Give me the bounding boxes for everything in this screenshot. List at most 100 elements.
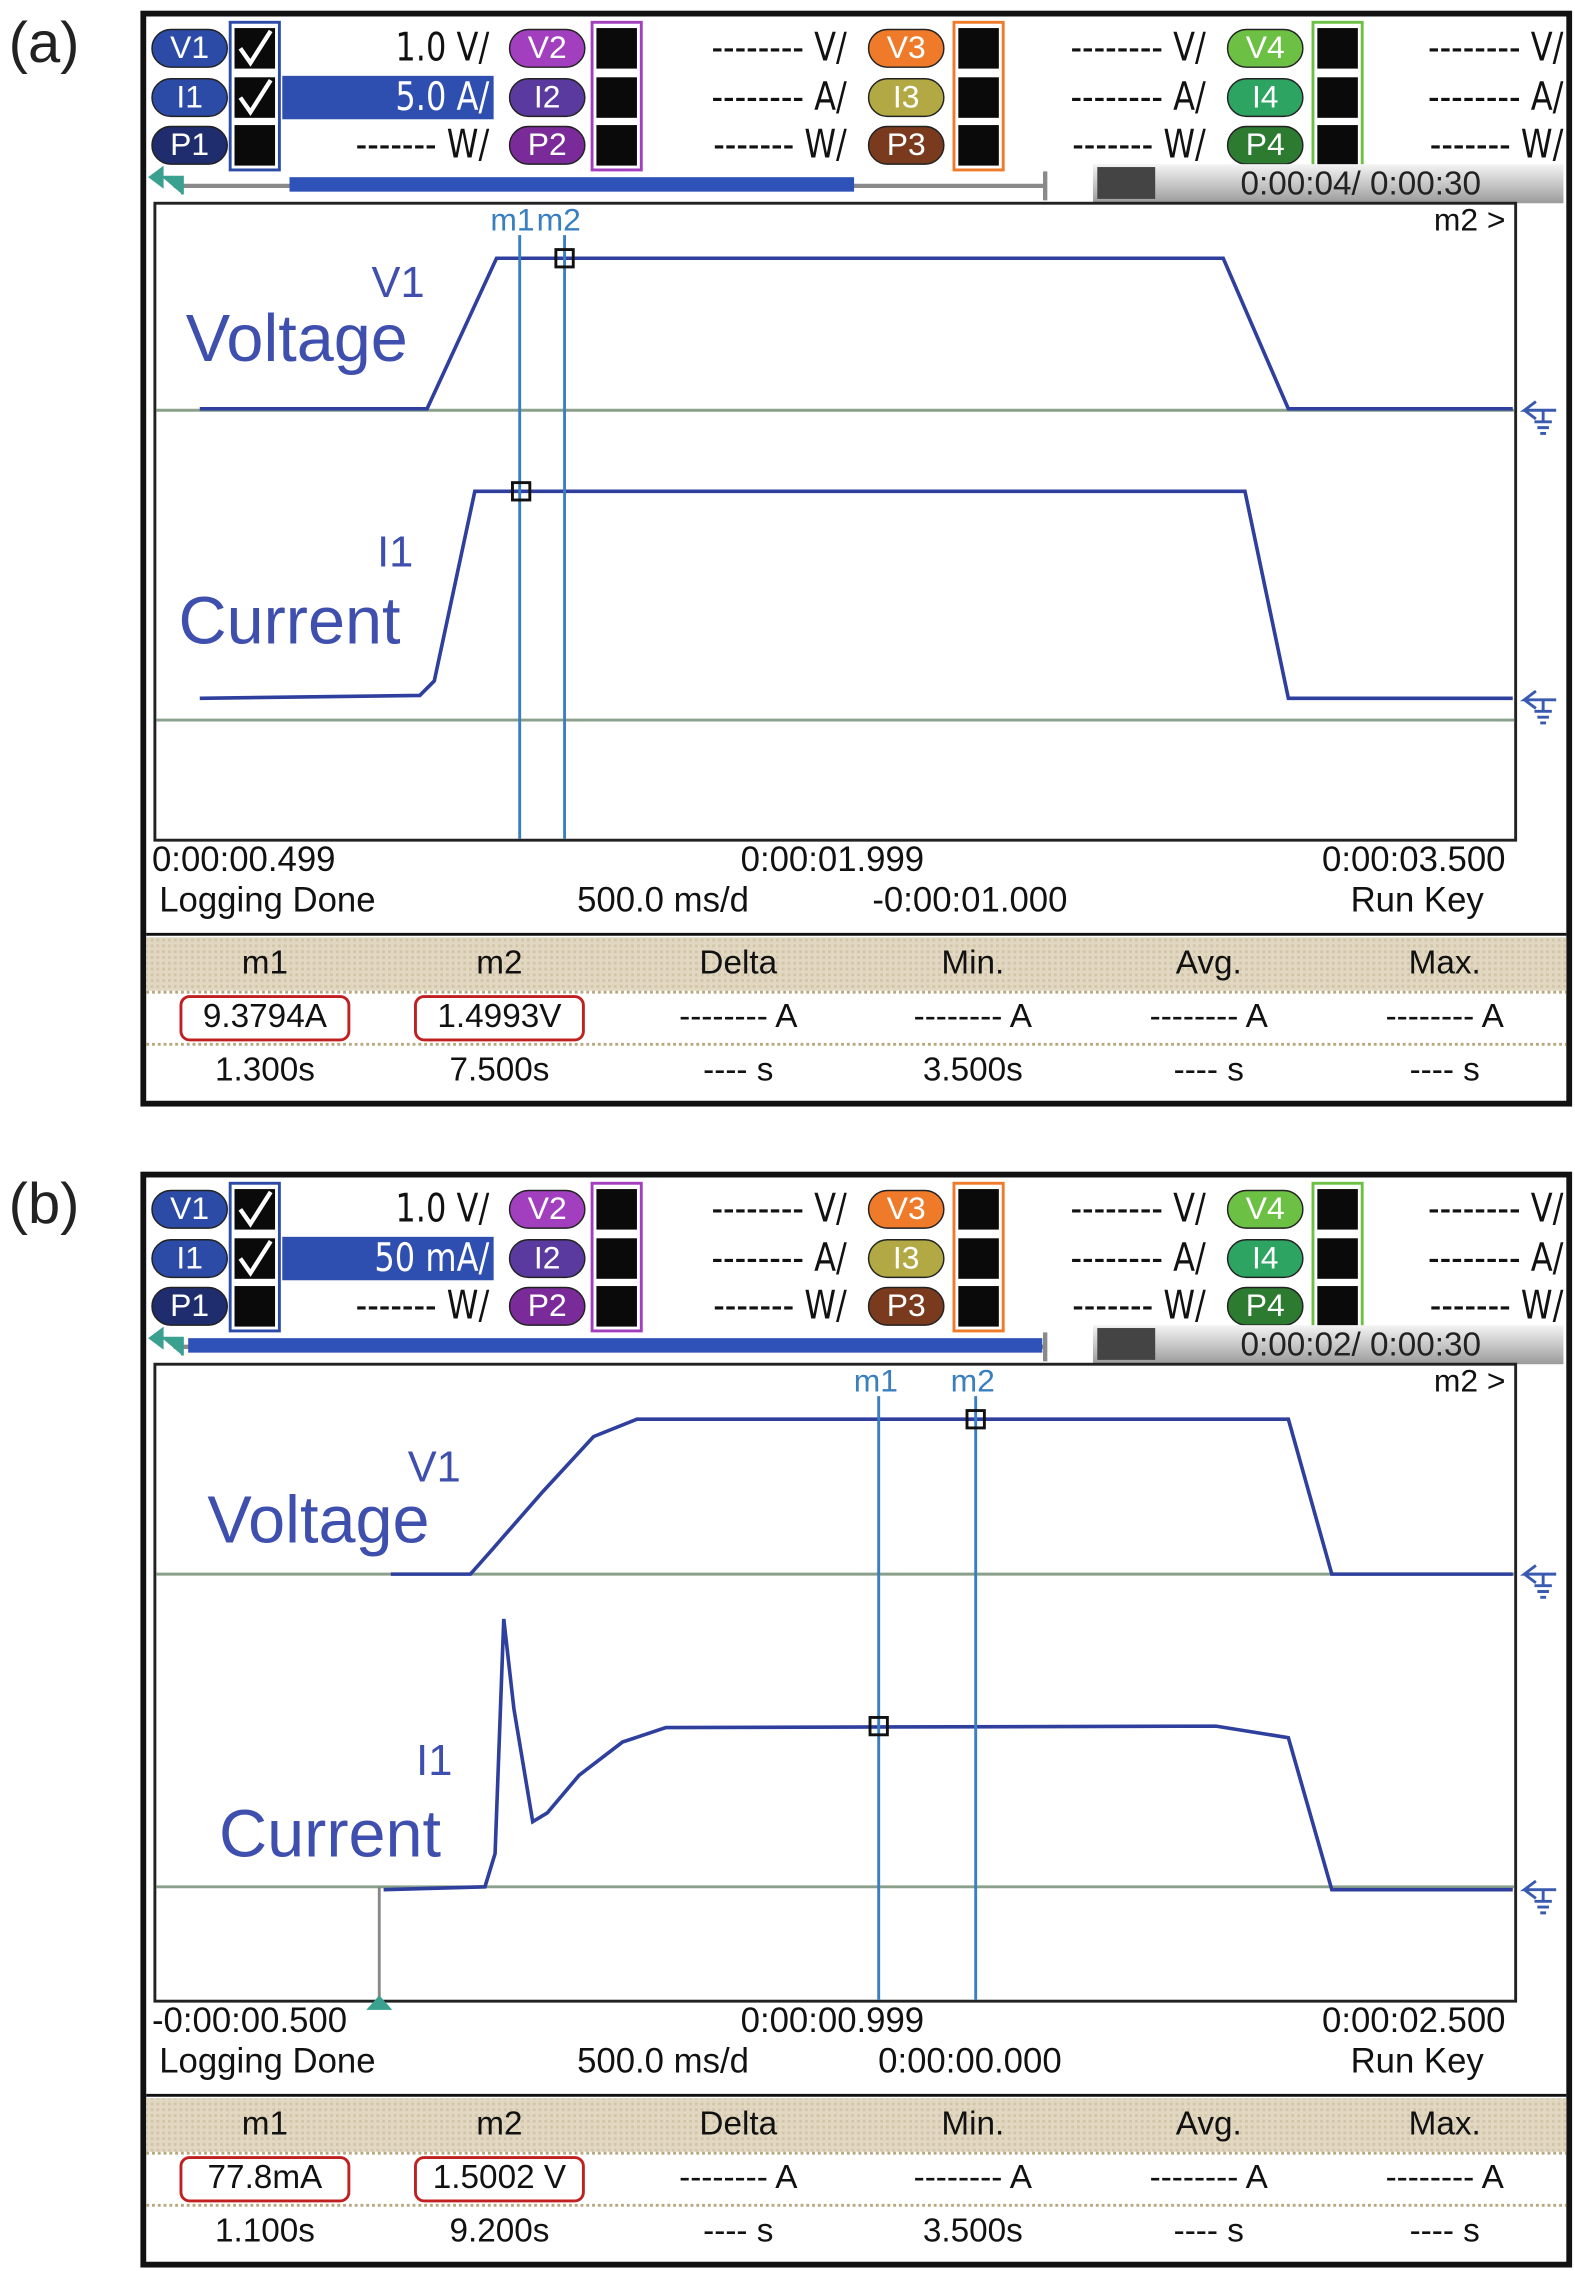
table-cell: ---- s <box>703 1052 773 1089</box>
channel-badge <box>1226 1189 1304 1229</box>
trace-name: V1 <box>408 1443 461 1491</box>
trace-name: V1 <box>372 259 425 307</box>
channel-badge <box>508 1239 586 1279</box>
panel-label: (b) <box>9 1172 80 1236</box>
current-trace <box>383 1618 1513 1892</box>
reading-box <box>414 2156 585 2203</box>
status-label: 500.0 ms/d <box>577 2043 749 2081</box>
table-header-band <box>146 2098 1567 2152</box>
channel-scale: -------- V/ <box>711 26 847 71</box>
time-box <box>1092 164 1564 204</box>
voltage-trace <box>199 256 1513 411</box>
channel-checkbox <box>596 125 637 166</box>
channel-badge <box>151 28 228 68</box>
channel-badge <box>508 125 586 165</box>
channel-scale: -------- V/ <box>1428 1187 1564 1232</box>
table-cell: 1.100s <box>215 2213 315 2250</box>
channel-scale: -------- A/ <box>1070 75 1206 120</box>
channel-checkbox <box>958 1286 999 1327</box>
channel-name: I3 <box>893 1239 920 1275</box>
channel-column <box>590 20 643 172</box>
table-cell: 1.5002 V <box>433 2159 567 2196</box>
trace-label: Current <box>179 585 402 659</box>
channel-name: I1 <box>176 78 203 114</box>
ground-marker <box>1519 1879 1557 1915</box>
channel-scale: -------- A/ <box>711 1236 847 1281</box>
record-time: 0:00:04/ 0:00:30 <box>1240 166 1481 203</box>
channel-scale: 50 mA/ <box>374 1236 490 1281</box>
marker-next: m2 > <box>1434 201 1506 237</box>
channel-checkbox <box>958 28 999 69</box>
channel-badge <box>867 1239 945 1279</box>
channel-badge <box>867 1189 945 1229</box>
channel-name: V3 <box>887 29 926 65</box>
trace-label: Current <box>219 1798 442 1872</box>
channel-checkbox <box>958 77 999 118</box>
table-cell: 77.8mA <box>208 2159 323 2196</box>
channel-column <box>952 1181 1005 1333</box>
channel-badge <box>508 78 586 118</box>
channel-checkbox <box>596 28 637 69</box>
channel-checkbox <box>958 1238 999 1279</box>
table-cell: 3.500s <box>923 2213 1023 2250</box>
table-cell: 1.4993V <box>437 998 562 1035</box>
channel-name: I4 <box>1252 78 1279 114</box>
channel-name: I4 <box>1252 1239 1279 1275</box>
channel-scale: 1.0 V/ <box>395 1187 490 1232</box>
channel-name: I2 <box>534 1239 561 1275</box>
channel-scale: -------- A/ <box>1070 1236 1206 1281</box>
table-cell: ---- s <box>1410 2213 1480 2250</box>
status-label: Run Key <box>1351 2043 1485 2081</box>
channel-name: V4 <box>1246 29 1285 65</box>
channel-name: V4 <box>1246 1190 1285 1226</box>
channel-checkbox <box>958 125 999 166</box>
time-box <box>1092 1325 1564 1365</box>
current-trace <box>199 489 1513 701</box>
channel-badge <box>151 78 228 118</box>
channel-scale: ------- W/ <box>1072 123 1206 168</box>
channel-badge <box>151 1239 228 1279</box>
scroll-window <box>289 177 855 192</box>
channel-scale: ------- W/ <box>1430 1284 1564 1329</box>
channel-name: V2 <box>528 1190 567 1226</box>
channel-name: P2 <box>528 126 567 162</box>
ground-marker <box>1519 1564 1557 1599</box>
scroll-window <box>188 1338 1043 1353</box>
checkmark <box>238 1240 273 1277</box>
scale-highlight <box>282 75 494 120</box>
channel-badge <box>867 1286 945 1326</box>
channel-name: V3 <box>887 1190 926 1226</box>
table-cell: -------- A <box>679 2159 798 2196</box>
channel-checkbox <box>1317 28 1358 69</box>
table-cell: -------- A <box>914 2159 1033 2196</box>
status-label: 500.0 ms/d <box>577 882 749 920</box>
time-axis-label: 0:00:00.999 <box>741 2002 925 2040</box>
table-cell: ---- s <box>1174 1052 1244 1089</box>
reading-box <box>414 995 585 1042</box>
voltage-trace <box>390 1417 1513 1576</box>
channel-name: P2 <box>528 1287 567 1323</box>
time-axis-label: -0:00:00.500 <box>152 2002 347 2040</box>
channel-checkbox <box>958 1189 999 1230</box>
table-header: Max. <box>1409 944 1481 981</box>
marker-point <box>511 481 532 502</box>
channel-scale: ------- W/ <box>1072 1284 1206 1329</box>
channel-checkbox <box>1317 125 1358 166</box>
channel-checkbox <box>1317 1189 1358 1230</box>
trace-name: I1 <box>377 528 413 576</box>
channel-scale: -------- V/ <box>1070 26 1206 71</box>
marker-label: m1 <box>490 201 534 237</box>
channel-checkbox <box>1317 77 1358 118</box>
status-label: -0:00:01.000 <box>872 882 1067 920</box>
table-header: m2 <box>476 944 522 981</box>
channel-scale: -------- A/ <box>1428 75 1564 120</box>
channel-name: P4 <box>1246 126 1285 162</box>
channel-badge <box>508 1189 586 1229</box>
time-box-knob <box>1097 1328 1156 1360</box>
channel-badge <box>151 125 228 165</box>
checkmark <box>238 1190 273 1228</box>
table-cell: 9.200s <box>449 2213 549 2250</box>
time-axis-label: 0:00:00.499 <box>152 841 336 879</box>
